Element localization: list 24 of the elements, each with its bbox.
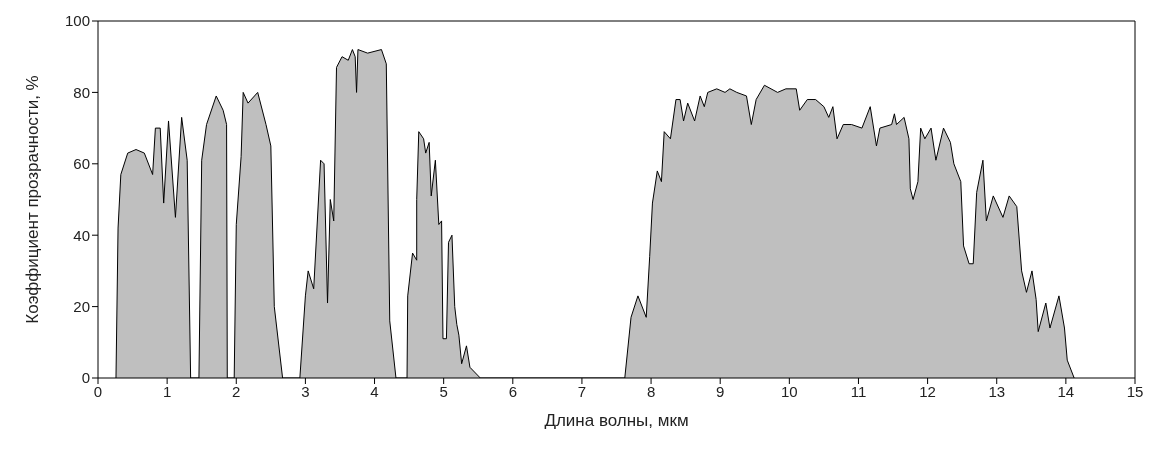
x-tick-label: 12 bbox=[919, 382, 936, 400]
y-tick-label: 0 bbox=[81, 369, 90, 387]
x-tick-label: 14 bbox=[1057, 382, 1075, 400]
x-tick-label: 1 bbox=[162, 382, 172, 400]
y-tick-label: 40 bbox=[73, 226, 90, 244]
x-tick-label: 6 bbox=[508, 382, 517, 400]
y-tick-label: 100 bbox=[64, 12, 90, 30]
x-tick-label: 2 bbox=[232, 382, 241, 400]
x-tick-label: 11 bbox=[850, 382, 867, 400]
x-tick-label: 9 bbox=[716, 382, 725, 400]
y-tick-label: 80 bbox=[73, 83, 90, 101]
x-tick-label: 10 bbox=[780, 382, 798, 400]
y-axis-title: Коэффициент прозрачности, % bbox=[23, 75, 43, 324]
x-tick-label: 13 bbox=[988, 382, 1006, 400]
y-tick-label: 60 bbox=[73, 155, 90, 173]
x-tick-label: 8 bbox=[646, 382, 656, 400]
x-tick-label: 15 bbox=[1126, 382, 1144, 400]
x-tick-label: 5 bbox=[439, 382, 448, 400]
x-tick-label: 4 bbox=[370, 382, 379, 400]
x-tick-label: 0 bbox=[93, 382, 103, 400]
x-axis-title: Длина волны, мкм bbox=[544, 411, 689, 430]
y-tick-label: 20 bbox=[73, 297, 90, 315]
x-tick-label: 3 bbox=[301, 382, 310, 400]
x-tick-label: 7 bbox=[577, 382, 587, 400]
